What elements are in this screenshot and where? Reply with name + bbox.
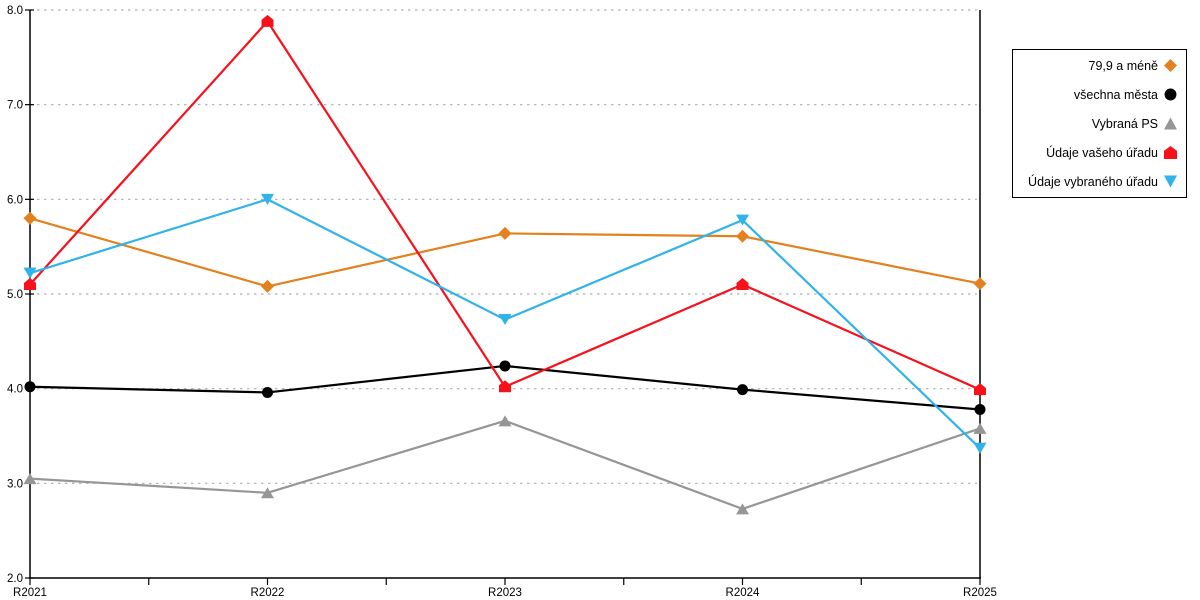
x-tick-label: R2023 <box>488 587 522 599</box>
pentagon-icon <box>1164 146 1177 159</box>
data-point-0-0 <box>23 211 37 225</box>
x-tick-label: R2025 <box>963 587 997 599</box>
data-point-0-2 <box>498 226 512 240</box>
legend-item: všechna města <box>1013 80 1186 109</box>
data-point-4-2 <box>498 314 512 326</box>
legend: 79,9 a méně všechna města Vybraná PS Údaje … <box>1012 49 1187 198</box>
legend-label: Údaje vašeho úřadu <box>1046 145 1158 160</box>
y-tick-label: 3.0 <box>7 478 23 490</box>
data-point-3-1 <box>261 14 274 27</box>
legend-label: všechna města <box>1073 87 1158 102</box>
triangle-down-icon <box>1164 175 1177 188</box>
legend-item: Údaje vybraného úřadu <box>1013 167 1186 196</box>
legend-item: Vybraná PS <box>1013 109 1186 138</box>
data-point-4-1 <box>261 193 274 205</box>
data-point-1-2 <box>499 360 511 372</box>
data-point-2-1 <box>261 487 274 499</box>
data-point-3-4 <box>974 383 986 396</box>
y-tick-label: 5.0 <box>7 289 23 301</box>
data-point-2-4 <box>973 422 987 434</box>
x-tick-label: R2024 <box>726 587 760 599</box>
data-point-3-2 <box>499 380 511 393</box>
data-point-1-0 <box>24 381 36 393</box>
x-tick-label: R2021 <box>13 587 47 599</box>
data-point-2-0 <box>23 473 37 485</box>
diamond-icon <box>1164 59 1177 72</box>
data-point-4-3 <box>736 214 749 226</box>
data-point-2-3 <box>736 503 749 515</box>
legend-item: 79,9 a méně <box>1013 51 1186 80</box>
y-tick-label: 2.0 <box>7 573 23 585</box>
series-line-3 <box>28 20 982 391</box>
y-tick-label: 4.0 <box>7 384 23 396</box>
x-tick-label: R2022 <box>251 587 285 599</box>
data-point-3-0 <box>24 278 36 291</box>
legend-label: Údaje vybraného úřadu <box>1028 174 1158 189</box>
circle-icon <box>1164 88 1177 101</box>
y-tick-label: 6.0 <box>7 194 23 206</box>
triangle-up-icon <box>1164 117 1177 130</box>
data-point-0-1 <box>261 279 274 293</box>
data-point-1-1 <box>262 386 273 398</box>
data-point-1-4 <box>974 403 986 415</box>
legend-label: 79,9 a méně <box>1088 58 1159 73</box>
data-point-0-3 <box>736 229 749 243</box>
y-tick-label: 8.0 <box>7 5 23 17</box>
data-point-4-4 <box>973 442 987 454</box>
data-point-2-2 <box>498 415 512 427</box>
data-point-4-0 <box>23 267 37 279</box>
legend-item: Údaje vašeho úřadu <box>1013 138 1186 167</box>
data-point-1-3 <box>737 384 748 396</box>
series-line-2 <box>28 419 982 510</box>
legend-label: Vybraná PS <box>1091 116 1158 131</box>
y-tick-label: 7.0 <box>7 100 23 112</box>
data-point-3-3 <box>736 278 749 291</box>
data-point-0-4 <box>973 277 987 291</box>
